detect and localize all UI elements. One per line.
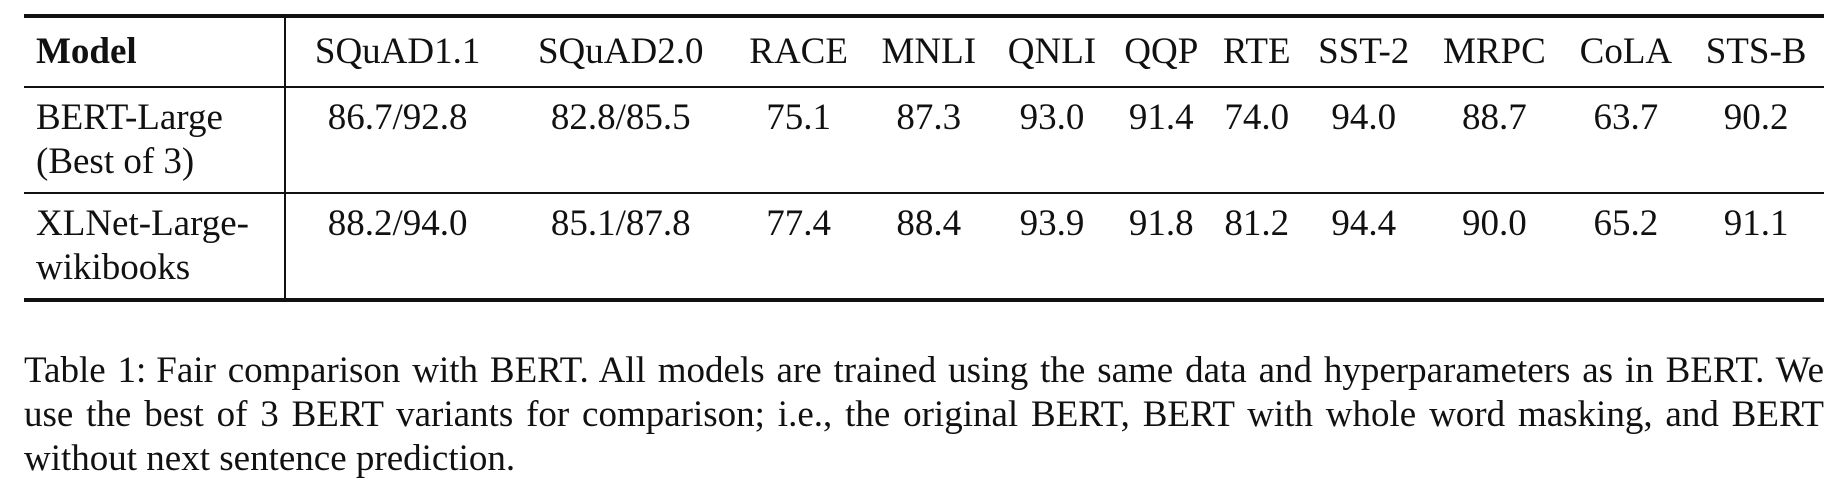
- model-name-line: XLNet-Large-: [36, 203, 249, 244]
- table-cell: 93.9: [1019, 203, 1085, 244]
- table-row-bert-large: BERT-Large (Best of 3) 86.7/92.8 82.8/85…: [24, 87, 1824, 193]
- model-name-line: (Best of 3): [36, 141, 195, 182]
- table-cell: 81.2: [1224, 203, 1290, 244]
- header-qnli: QNLI: [1007, 31, 1097, 72]
- header-race: RACE: [749, 31, 848, 72]
- table-cell: 88.2/94.0: [327, 203, 468, 244]
- table-cell: 87.3: [896, 97, 962, 138]
- model-name-cell: BERT-Large (Best of 3): [24, 87, 286, 193]
- caption-label: Table 1:: [24, 350, 147, 391]
- table-cell: 91.1: [1723, 203, 1789, 244]
- table-cell: 91.8: [1128, 203, 1194, 244]
- header-mnli: MNLI: [881, 31, 977, 72]
- header-mrpc: MRPC: [1442, 31, 1546, 72]
- table-cell: 90.0: [1461, 203, 1527, 244]
- header-squad11: SQuAD1.1: [314, 31, 481, 72]
- table-cell: 77.4: [766, 203, 831, 244]
- table-cell: 65.2: [1593, 203, 1659, 244]
- table-header-row: Model SQuAD1.1 SQuAD2.0 RACE MNLI QNLI Q…: [24, 16, 1824, 87]
- model-name-line: BERT-Large: [36, 97, 223, 138]
- table-cell: 75.1: [766, 97, 831, 138]
- header-rte: RTE: [1222, 31, 1291, 72]
- table-cell: 93.0: [1019, 97, 1085, 138]
- table-cell: 94.4: [1331, 203, 1397, 244]
- model-name-line: wikibooks: [36, 247, 191, 288]
- table-cell: 82.8/85.5: [550, 97, 691, 138]
- table-row-xlnet-large: XLNet-Large- wikibooks 88.2/94.0 85.1/87…: [24, 193, 1824, 300]
- paper-figure: Model SQuAD1.1 SQuAD2.0 RACE MNLI QNLI Q…: [24, 14, 1824, 479]
- header-squad20: SQuAD2.0: [537, 31, 704, 72]
- table-cell: 86.7/92.8: [327, 97, 468, 138]
- header-sst2: SST-2: [1318, 31, 1410, 72]
- results-table: Model SQuAD1.1 SQuAD2.0 RACE MNLI QNLI Q…: [24, 14, 1824, 302]
- caption-text: Fair comparison with BERT. All models ar…: [24, 350, 1825, 479]
- model-name-cell: XLNet-Large- wikibooks: [24, 193, 286, 300]
- table-cell: 88.4: [896, 203, 962, 244]
- table-cell: 85.1/87.8: [550, 203, 691, 244]
- table-cell: 74.0: [1224, 97, 1290, 138]
- table-cell: 94.0: [1331, 97, 1397, 138]
- table-cell: 88.7: [1461, 97, 1527, 138]
- table-cell: 90.2: [1723, 97, 1789, 138]
- header-cola: CoLA: [1579, 31, 1673, 72]
- table-caption: Table 1: Fair comparison with BERT. All m…: [24, 349, 1824, 481]
- header-qqp: QQP: [1124, 31, 1199, 72]
- table-cell: 63.7: [1593, 97, 1659, 138]
- header-model: Model: [24, 16, 286, 87]
- table-cell: 91.4: [1128, 97, 1194, 138]
- header-stsb: STS-B: [1705, 31, 1807, 72]
